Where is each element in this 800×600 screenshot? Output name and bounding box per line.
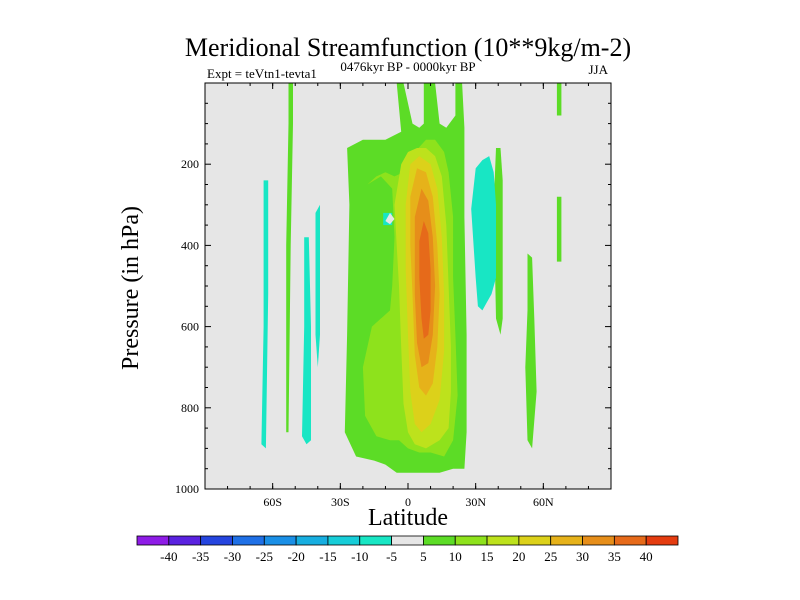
colorbar-box-15: [613, 535, 647, 546]
y-tick-label-1: 400: [181, 238, 199, 252]
colorbar-label-12: 25: [544, 549, 557, 564]
x-tick-label-3: 30N: [465, 495, 486, 509]
colorbar-label-7: -5: [386, 549, 397, 564]
colorbar-box-11: [486, 535, 520, 546]
y-tick-label-3: 800: [181, 401, 199, 415]
colorbar-box-1: [168, 535, 202, 546]
colorbar-label-4: -20: [287, 549, 304, 564]
x-tick-label-2: 0: [405, 495, 411, 509]
colorbar-label-3: -25: [256, 549, 273, 564]
colorbar-box-3: [232, 535, 265, 546]
colorbar-box-8: [391, 535, 424, 546]
colorbar-label-15: 40: [640, 549, 653, 564]
x-tick-label-1: 30S: [331, 495, 350, 509]
colorbar-box-13: [550, 535, 583, 546]
y-tick-label-2: 600: [181, 320, 199, 334]
colorbar-label-11: 20: [512, 549, 525, 564]
colorbar-box-12: [518, 535, 552, 546]
x-axis-label: Latitude: [368, 505, 448, 531]
contour-fill-0-0: [286, 83, 293, 433]
colorbar-box-5: [295, 535, 329, 546]
colorbar-label-5: -15: [319, 549, 336, 564]
colorbar-box-0: [136, 535, 170, 546]
colorbar-label-1: -35: [192, 549, 209, 564]
colorbar-box-2: [200, 535, 233, 546]
colorbar-label-10: 15: [481, 549, 494, 564]
y-tick-label-0: 200: [181, 157, 199, 171]
colorbar-label-2: -30: [224, 549, 241, 564]
x-tick-label-0: 60S: [263, 495, 282, 509]
contour-fill-7-1: [302, 237, 311, 445]
contour-fill-0-4: [556, 83, 562, 116]
colorbar-label-0: -40: [160, 549, 177, 564]
contour-fill-7-4: [471, 156, 496, 311]
colorbar-label-9: 10: [449, 549, 462, 564]
period-label: 0476kyr BP - 0000kyr BP: [340, 59, 475, 74]
colorbar-box-10: [454, 535, 488, 546]
colorbar-box-7: [359, 535, 392, 546]
colorbar-box-6: [327, 535, 361, 546]
colorbar-label-14: 35: [608, 549, 621, 564]
colorbar-label-13: 30: [576, 549, 589, 564]
colorbar-box-4: [263, 535, 297, 546]
y-axis-label: Pressure (in hPa): [118, 206, 144, 370]
plot-area: 60S 30S 0 30N 60N 200 400 600 800 1000: [175, 82, 612, 509]
contour-fill-0-5: [556, 196, 562, 262]
colorbar-box-16: [645, 535, 679, 546]
contour-fill-7-0: [261, 180, 269, 449]
contour-fill-0-2: [493, 148, 503, 335]
colorbar-label-6: -10: [351, 549, 368, 564]
colorbar-label-8: 5: [420, 549, 427, 564]
colorbar-box-14: [582, 535, 615, 546]
contour-fill-7-2: [315, 204, 320, 368]
season-label: JJA: [588, 62, 608, 77]
chart-title: Meridional Streamfunction (10**9kg/m-2): [185, 33, 631, 62]
contour-fill-0-3: [525, 253, 537, 449]
y-tick-label-4: 1000: [175, 482, 199, 496]
colorbar: -40 -35 -30 -25 -20 -15 -10 -5 5 10 15 20 25 30 35 40: [136, 535, 679, 564]
experiment-label: Expt = teVtn1-tevta1: [207, 66, 317, 81]
contour-fill-8-0: [385, 212, 395, 225]
colorbar-box-9: [423, 535, 456, 546]
x-tick-label-4: 60N: [533, 495, 554, 509]
contour-fill-6-0: [419, 221, 431, 339]
